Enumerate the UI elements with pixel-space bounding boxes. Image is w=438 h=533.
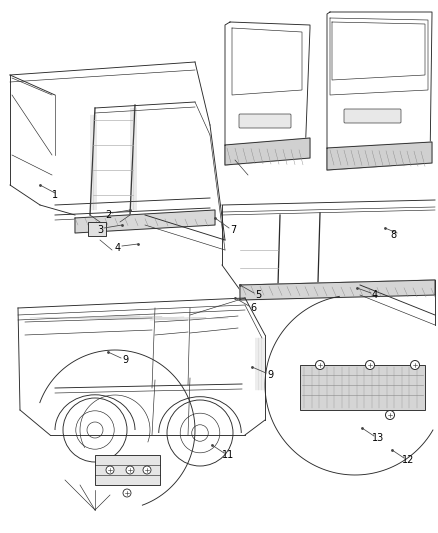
- Polygon shape: [75, 210, 215, 233]
- Text: 1: 1: [52, 190, 58, 200]
- Text: 2: 2: [105, 210, 111, 220]
- Text: 4: 4: [115, 243, 121, 253]
- Circle shape: [410, 360, 420, 369]
- Text: 12: 12: [402, 455, 414, 465]
- FancyBboxPatch shape: [239, 114, 291, 128]
- Bar: [300, 365, 425, 410]
- Text: 8: 8: [390, 230, 396, 240]
- Text: 7: 7: [230, 225, 236, 235]
- Polygon shape: [327, 142, 432, 170]
- Text: 13: 13: [372, 433, 384, 443]
- Bar: [95, 455, 160, 485]
- Polygon shape: [225, 138, 310, 165]
- FancyBboxPatch shape: [344, 109, 401, 123]
- Circle shape: [123, 489, 131, 497]
- Text: 4: 4: [372, 290, 378, 300]
- Bar: [88, 222, 106, 236]
- Text: 5: 5: [255, 290, 261, 300]
- Circle shape: [126, 466, 134, 474]
- Text: 6: 6: [250, 303, 256, 313]
- Circle shape: [143, 466, 151, 474]
- Text: 3: 3: [97, 225, 103, 235]
- Text: 9: 9: [122, 355, 128, 365]
- Text: 11: 11: [222, 450, 234, 460]
- Circle shape: [106, 466, 114, 474]
- Circle shape: [315, 360, 325, 369]
- Text: 9: 9: [267, 370, 273, 380]
- Circle shape: [385, 410, 395, 419]
- Circle shape: [365, 360, 374, 369]
- Polygon shape: [240, 280, 435, 300]
